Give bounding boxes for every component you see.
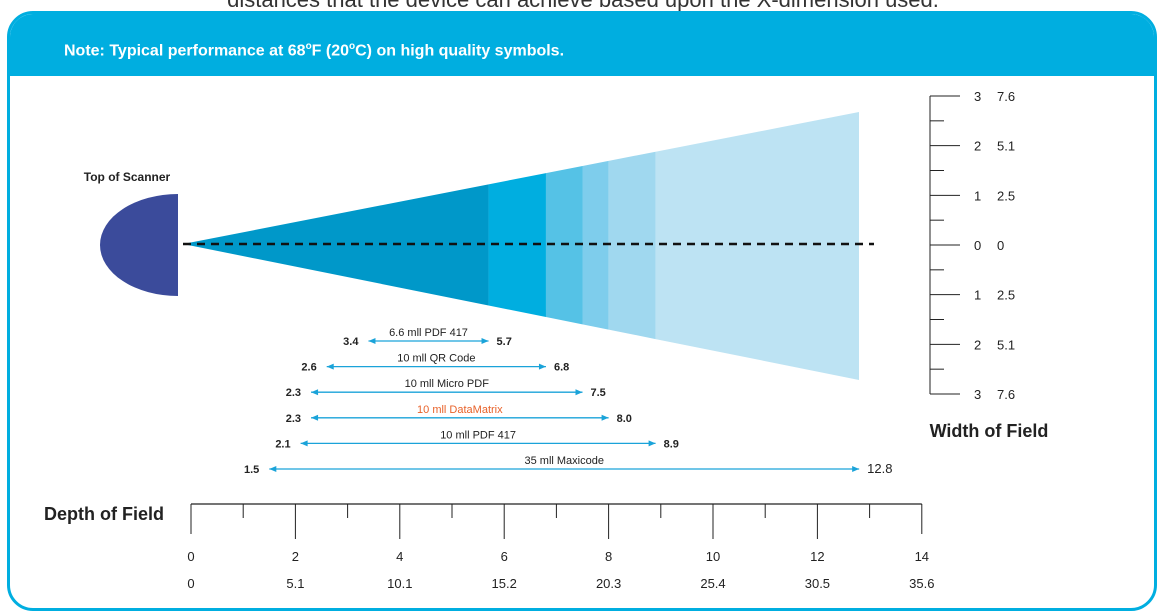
arrow-head-left [326,363,334,370]
arrow-head-right [575,389,583,396]
depth-axis: 0 0 2 5.1 4 10.1 6 15.2 8 20.3 10 25.4 12 30.5 14 35.6 [187,503,934,591]
depth-cm-label: 15.2 [492,576,517,591]
arrow-head-right [852,466,860,472]
depth-inch-label: 12 [810,549,824,564]
width-cm-label: 0 [997,238,1004,253]
width-inch-label: 0 [974,238,981,253]
width-cm-label: 7.6 [997,89,1015,104]
width-inch-label: 2 [974,139,981,154]
depth-cm-label: 10.1 [387,576,412,591]
arrow-head-left [311,389,319,396]
cone-band [183,184,489,306]
arrow-head-left [300,440,308,447]
cone-band [655,112,859,380]
range-far-value: 12.8 [867,461,892,476]
range-arrows: 3.4 5.7 6.6 mll PDF 417 2.6 6.8 10 mll QR Cod… [244,327,892,476]
width-cm-label: 2.5 [997,188,1015,203]
range-far-value: 7.5 [591,387,606,399]
arrow-head-left [311,414,319,421]
depth-cm-label: 35.6 [909,576,934,591]
width-cm-label: 5.1 [997,337,1015,352]
depth-inch-label: 2 [292,549,299,564]
range-far-value: 8.9 [664,438,679,450]
depth-inch-label: 4 [396,549,403,564]
range-symbology-label: 10 mll DataMatrix [417,404,503,416]
range-far-value: 6.8 [554,362,569,374]
depth-inch-label: 0 [187,549,194,564]
depth-cm-label: 30.5 [805,576,830,591]
width-inch-label: 1 [974,288,981,303]
range-near-value: 2.6 [301,362,316,374]
depth-inch-label: 8 [605,549,612,564]
top-caption: distances that the device can achieve ba… [0,0,1166,13]
range-near-value: 1.5 [244,464,259,476]
arrow-head-right [601,414,609,421]
arrow-head-right [481,338,489,344]
range-far-value: 8.0 [617,413,632,425]
note-text: Note: Typical performance at 68oF (20oC)… [64,41,565,60]
width-cm-label: 2.5 [997,288,1015,303]
arrow-head-left [269,466,277,472]
range-near-value: 2.3 [286,413,301,425]
cone-band [608,151,656,340]
depth-cm-label: 0 [187,576,194,591]
cone-band [582,160,609,330]
width-inch-label: 3 [974,89,981,104]
depth-of-field-title: Depth of Field [44,504,164,524]
depth-cm-label: 5.1 [286,576,304,591]
range-symbology-label: 6.6 mll PDF 417 [389,327,468,339]
range-symbology-label: 10 mll Micro PDF [405,378,490,390]
range-symbology-label: 35 mll Maxicode [524,455,603,467]
depth-inch-label: 14 [915,549,929,564]
range-near-value: 3.4 [343,336,359,348]
width-scale: 3 7.6 2 5.1 1 2.5 0 0 1 2.5 2 5.1 3 7.6 [929,89,1015,402]
width-of-field-title: Width of Field [930,421,1049,441]
range-symbology-label: 10 mll PDF 417 [440,429,516,441]
scanner-shape [100,194,178,296]
width-cm-label: 5.1 [997,139,1015,154]
depth-inch-label: 6 [501,549,508,564]
range-symbology-label: 10 mll QR Code [397,353,475,365]
arrow-head-right [648,440,656,447]
range-near-value: 2.3 [286,387,301,399]
depth-inch-label: 10 [706,549,720,564]
width-inch-label: 3 [974,387,981,402]
cone-band [488,173,546,318]
arrow-head-right [538,363,546,370]
width-inch-label: 2 [974,337,981,352]
scan-cone [183,112,859,380]
depth-cm-label: 25.4 [700,576,725,591]
range-far-value: 5.7 [497,336,512,348]
width-cm-label: 7.6 [997,387,1015,402]
panel-header [10,14,1154,76]
range-near-value: 2.1 [275,438,290,450]
depth-cm-label: 20.3 [596,576,621,591]
scanner-label: Top of Scanner [84,170,171,184]
width-inch-label: 1 [974,188,981,203]
arrow-head-left [368,338,376,344]
